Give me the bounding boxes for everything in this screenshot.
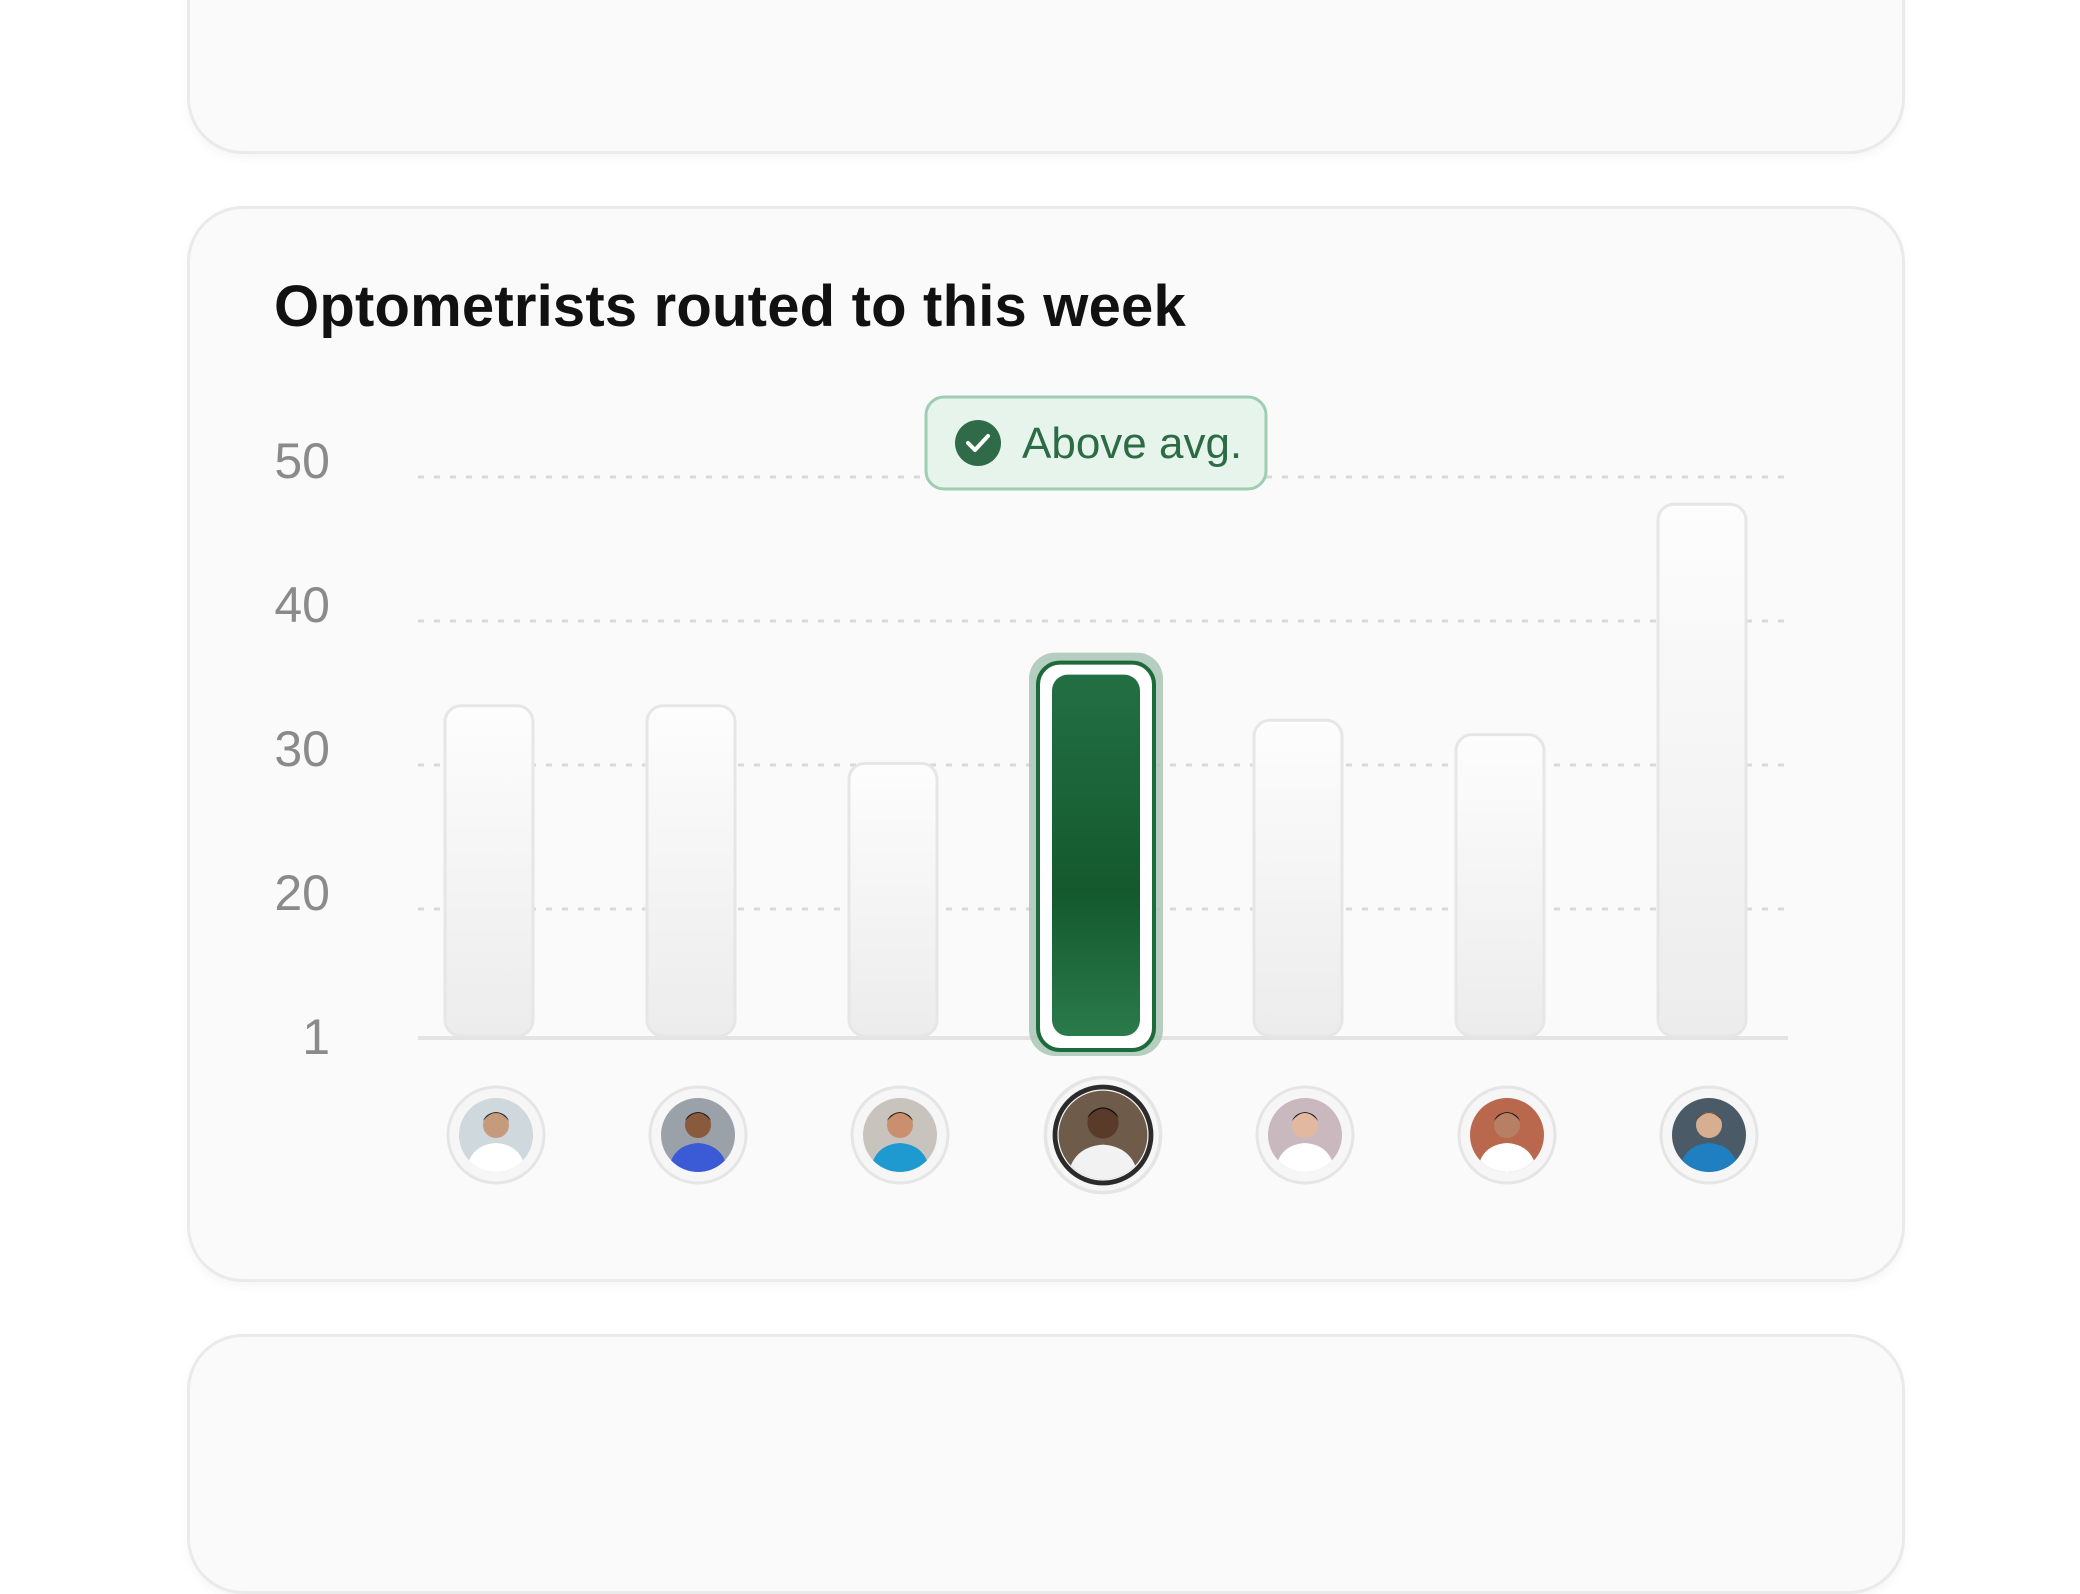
badge-background bbox=[924, 395, 1268, 491]
avatar-5[interactable] bbox=[1255, 1085, 1355, 1185]
bar-optometrist-4[interactable] bbox=[1052, 674, 1140, 1036]
bar-optometrist-7[interactable] bbox=[1656, 502, 1748, 1038]
badge-label: Above avg. bbox=[1022, 419, 1242, 468]
avatar-7[interactable] bbox=[1659, 1085, 1759, 1185]
avatar-4[interactable] bbox=[1043, 1075, 1163, 1195]
check-circle-icon bbox=[955, 420, 1001, 466]
y-tick-label-50: 50 bbox=[274, 433, 330, 489]
avatar-6[interactable] bbox=[1457, 1085, 1557, 1185]
above-avg-badge: Above avg. bbox=[924, 395, 1268, 491]
bar-optometrist-5[interactable] bbox=[1252, 718, 1344, 1038]
avatar-2[interactable] bbox=[648, 1085, 748, 1185]
y-tick-label-30: 30 bbox=[274, 721, 330, 777]
avatar-3[interactable] bbox=[850, 1085, 950, 1185]
bar-optometrist-2[interactable] bbox=[645, 704, 737, 1038]
bottom-card bbox=[187, 1334, 1905, 1594]
y-tick-label-1: 1 bbox=[302, 1009, 330, 1065]
bar-optometrist-1[interactable] bbox=[443, 704, 535, 1038]
bar-optometrist-3[interactable] bbox=[847, 761, 939, 1038]
routing-chart-card: Optometrists routed to this week 50 40 30 2… bbox=[187, 206, 1905, 1282]
avatar-1[interactable] bbox=[446, 1085, 546, 1185]
top-card bbox=[187, 0, 1905, 154]
bar-optometrist-6[interactable] bbox=[1454, 733, 1546, 1038]
check-mark bbox=[966, 434, 990, 452]
chart-title: Optometrists routed to this week bbox=[274, 274, 1186, 339]
bar-chart: 50 40 30 20 1 Above avg. bbox=[274, 395, 1788, 1195]
y-tick-label-20: 20 bbox=[274, 865, 330, 921]
y-tick-label-40: 40 bbox=[274, 577, 330, 633]
